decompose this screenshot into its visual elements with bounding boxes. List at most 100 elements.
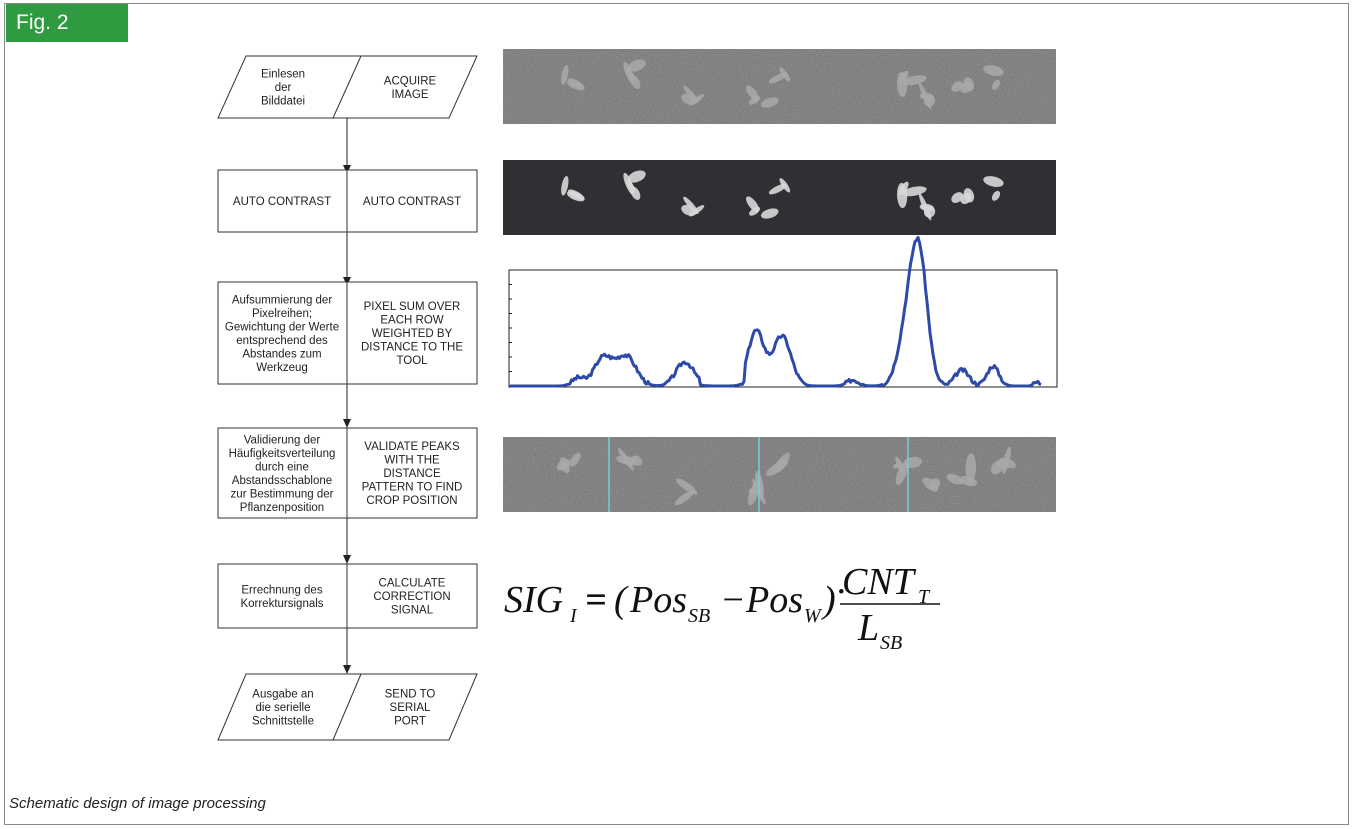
formula-denominator-sub: SB [880,632,902,654]
plant-leaf [951,81,964,92]
step-4-en-line: CROP POSITION [366,495,457,507]
step-5-de-line: Korrektursignals [240,598,323,610]
plant-leaf [630,186,641,200]
plant-leaf [923,95,936,107]
step-1-en-line: ACQUIRE [384,75,437,87]
pixel-sum-plot [508,235,1058,388]
step-1-en-line: IMAGE [391,89,428,101]
plant-leaf [963,77,975,92]
step-1-de-line: der [275,82,292,94]
plant-leaf [902,186,927,197]
step-3-en-line: DISTANCE TO THE [361,342,463,354]
step-3-de-line: Aufsummierung der [232,294,333,306]
step-3-de-line: Werkzeug [256,362,308,374]
plant-leaf [674,490,695,506]
pixel-sum-curve [510,235,1042,388]
step-1-de-line: Bilddatei [261,96,305,108]
step-3-de-line: Gewichtung der Werte [225,321,339,333]
plant-leaf [746,196,760,213]
step-6-en-line: SEND TO [385,689,436,701]
step-2-de-line: AUTO CONTRAST [233,196,331,208]
step-4-de-line: Häufigkeitsverteilung [229,448,336,460]
step-4-de-line: durch eine [255,461,309,473]
step-6-en-line: PORT [394,716,426,728]
step-6-en-line: SERIAL [390,702,432,714]
step-3-en-line: WEIGHTED BY [372,328,453,340]
step-3-de-line: Pixelreihen; [252,308,312,320]
step-4-de-line: Pflanzenposition [240,502,324,514]
step-4-en-line: DISTANCE [383,468,441,480]
step-5-en-line: CORRECTION [373,591,450,603]
plant-leaf [965,453,977,483]
formula-numerator: CNT [842,561,917,603]
plant-leaf [627,170,646,183]
plant-leaf [922,477,939,492]
plant-leaf [897,71,908,98]
formula-term2-sub: W [804,605,823,627]
step-3-en-line: PIXEL SUM OVER [364,301,461,313]
plant-leaf [951,192,964,203]
formula-lhs: SIG [504,579,563,621]
step-2-en-line: AUTO CONTRAST [363,196,461,208]
correction-formula: SIG I = ( Pos SB − Pos W ) · CNT T L SB [504,561,940,654]
plant-leaf [768,183,787,195]
plant-row-image [503,49,1056,124]
flow-step-3: Aufsummierung der Pixelreihen;Gewichtung … [217,281,478,385]
plant-leaf [923,206,936,218]
step-4-en-line: VALIDATE PEAKS [364,441,460,453]
divider [332,55,362,119]
plant-leaf [946,473,964,485]
step-6-de-line: die serielle [256,702,311,714]
formula-dot: · [836,571,846,613]
formula-close-paren: ) [821,579,836,621]
plant-row-with-crop-markers-image [503,437,1056,512]
step-5-en-line: CALCULATE [379,578,446,590]
plant-leaf [760,97,779,108]
plant-leaf [897,182,908,209]
step-1-de-line: Einlesen [261,69,305,81]
plant-leaf [772,452,790,474]
divider [332,673,362,741]
plant-leaf [567,78,585,89]
plant-leaf [902,75,927,86]
plant-leaf [559,457,570,474]
step-5-de-line: Errechnung des [241,584,322,596]
flow-step-5: Errechnung des Korrektursignals CALCULATEC… [217,563,478,629]
step-3-en-line: TOOL [396,355,428,367]
step-3-de-line: Abstandes zum [242,348,321,360]
plant-leaf [617,448,634,471]
plant-leaf [760,208,779,219]
formula-numerator-sub: T [918,586,931,608]
formula-term1-sub: SB [688,605,710,627]
plant-leaf [895,462,908,485]
step-3-de-line: entsprechend des [236,335,328,347]
step-6-de-line: Schnittstelle [252,716,314,728]
step-4-en-line: PATTERN TO FIND [362,482,463,494]
formula-lhs-sub: I [569,605,578,627]
figure-frame [4,3,1349,825]
flow-step-2: AUTO CONTRAST AUTO CONTRAST [217,169,478,233]
formula-denominator: L [857,607,879,649]
plant-leaf [983,176,1004,187]
flow-step-4: Validierung der Häufigkeitsverteilungdurc… [217,427,478,519]
step-4-de-line: Abstandsschablone [232,475,332,487]
plant-leaf [569,452,581,467]
step-4-en-line: WITH THE [384,455,440,467]
formula-open-paren: ( [614,579,629,621]
plant-leaf [567,189,585,200]
step-4-de-line: Validierung der [244,434,321,446]
figure-caption: Schematic design of image processing [9,795,266,812]
plant-leaf [688,205,705,217]
figure-tag: Fig. 2 [6,4,128,42]
plant-leaf [983,65,1004,76]
step-6-de-line: Ausgabe an [252,689,313,701]
plant-leaf [991,190,1001,201]
plant-leaf [630,75,641,89]
plant-leaf [963,188,975,203]
plant-row-auto-contrast-image [503,160,1056,235]
step-3-en-line: EACH ROW [380,315,443,327]
